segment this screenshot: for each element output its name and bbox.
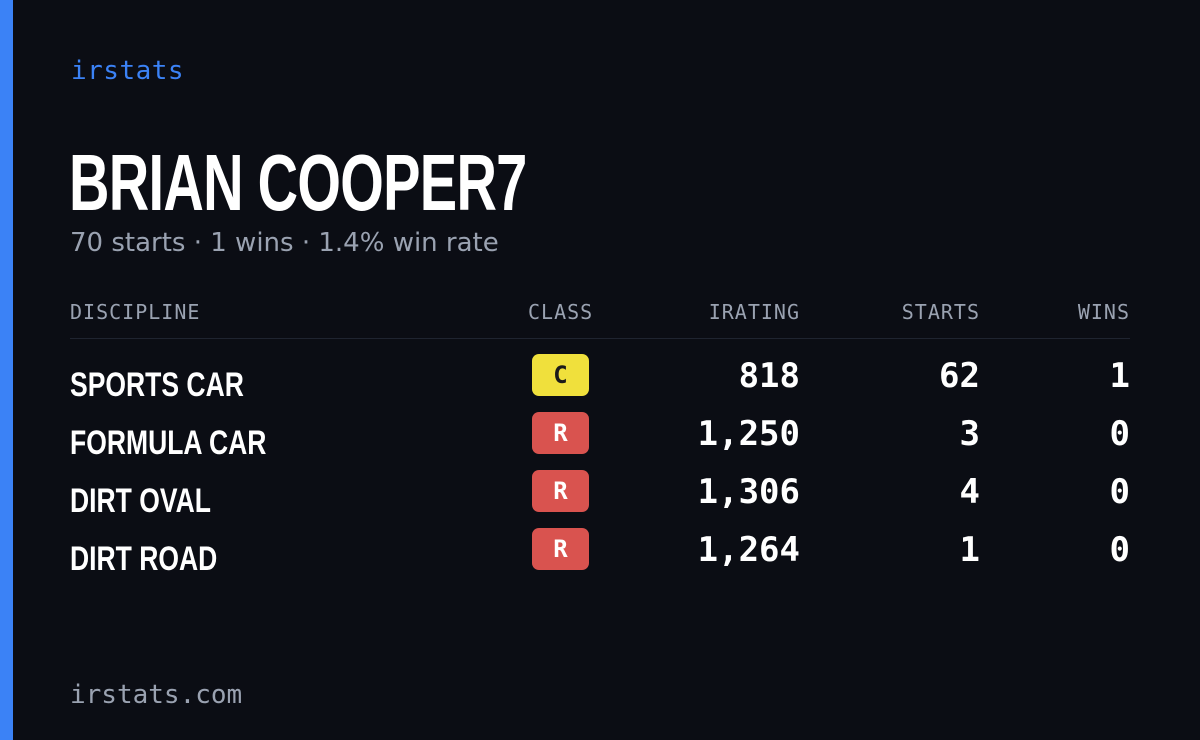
brand-logo-text: irstats [71, 56, 185, 86]
starts-value: 4 [959, 472, 980, 512]
header-discipline: DISCIPLINE [70, 300, 201, 324]
license-class-badge: R [532, 470, 589, 512]
wins-value: 0 [1109, 472, 1130, 512]
table-row: FORMULA CAR R 1,250 3 0 [70, 410, 1130, 468]
discipline-name: SPORTS CAR [70, 366, 244, 404]
summary-separator: · [193, 228, 202, 258]
wins-value: 0 [1109, 530, 1130, 570]
table-row: DIRT ROAD R 1,264 1 0 [70, 526, 1130, 584]
header-class: CLASS [528, 300, 594, 324]
irating-value: 818 [738, 356, 800, 396]
player-summary: 70 starts · 1 wins · 1.4% win rate [70, 228, 499, 258]
license-class-badge: C [532, 354, 589, 396]
wins-value: 1 [1109, 356, 1130, 396]
header-starts: STARTS [901, 300, 980, 324]
license-class-badge: R [532, 528, 589, 570]
summary-win-rate: 1.4% win rate [318, 228, 499, 258]
discipline-name: FORMULA CAR [70, 424, 267, 462]
discipline-name: DIRT ROAD [70, 540, 218, 578]
license-class-badge: R [532, 412, 589, 454]
summary-separator: · [301, 228, 311, 258]
discipline-table-body: SPORTS CAR C 818 62 1 FORMULA CAR R 1,25… [70, 352, 1130, 584]
starts-value: 1 [959, 530, 980, 570]
starts-value: 3 [959, 414, 980, 454]
starts-value: 62 [939, 356, 980, 396]
wins-value: 0 [1109, 414, 1130, 454]
header-irating: IRATING [708, 300, 800, 324]
footer-url: irstats.com [70, 680, 243, 710]
summary-wins: 1 wins [210, 228, 294, 258]
accent-bar [0, 0, 13, 740]
table-row: SPORTS CAR C 818 62 1 [70, 352, 1130, 410]
irating-value: 1,264 [697, 530, 800, 570]
summary-starts: 70 starts [70, 228, 186, 258]
player-name: BRIAN COOPER7 [69, 138, 527, 227]
discipline-name: DIRT OVAL [70, 482, 211, 520]
irating-value: 1,250 [697, 414, 800, 454]
header-wins: WINS [1077, 300, 1130, 324]
table-header: DISCIPLINE CLASS IRATING STARTS WINS [70, 300, 1130, 339]
table-row: DIRT OVAL R 1,306 4 0 [70, 468, 1130, 526]
irating-value: 1,306 [697, 472, 800, 512]
